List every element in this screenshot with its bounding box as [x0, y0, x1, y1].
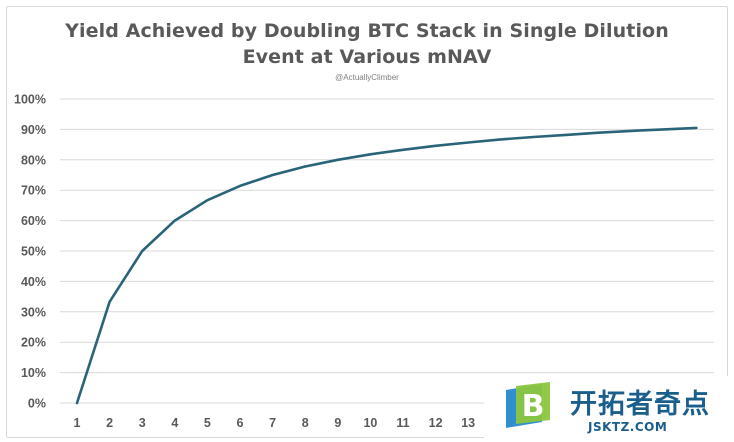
chart-card: [6, 6, 728, 438]
chart-subtitle: @ActuallyClimber: [335, 73, 399, 82]
gridlines: [60, 98, 714, 404]
y-tick-label: 80%: [21, 153, 46, 167]
x-tick-label: 9: [334, 416, 341, 430]
x-tick-label: 1: [74, 416, 81, 430]
y-axis-ticks: 0% 10% 20% 30% 40% 50% 60% 70% 80% 90% 100%: [14, 93, 46, 411]
b-logo-icon: B: [506, 382, 550, 428]
y-tick-label: 30%: [21, 305, 46, 319]
logo-letter: B: [522, 389, 545, 424]
x-tick-label: 4: [171, 416, 178, 430]
x-tick-label: 3: [139, 416, 146, 430]
watermark-logo: B 开拓者奇点 JSKTZ.COM: [484, 376, 734, 442]
y-tick-label: 50%: [21, 245, 46, 259]
series-group: [75, 126, 698, 405]
watermark-url: JSKTZ.COM: [588, 420, 668, 434]
chart-title-line1: Yield Achieved by Doubling BTC Stack in …: [65, 20, 669, 42]
x-tick-label: 6: [237, 416, 244, 430]
x-tick-label: 11: [396, 416, 409, 430]
x-tick-label: 12: [429, 416, 443, 430]
x-tick-label: 5: [204, 416, 211, 430]
x-tick-label: 7: [269, 416, 276, 430]
y-tick-label: 40%: [21, 275, 46, 289]
y-tick-label: 0%: [28, 397, 46, 411]
y-tick-label: 60%: [21, 214, 46, 228]
x-tick-label: 10: [363, 416, 377, 430]
y-tick-label: 10%: [21, 366, 46, 380]
x-tick-label: 8: [302, 416, 309, 430]
watermark-text: 开拓者奇点: [570, 389, 710, 420]
y-tick-label: 70%: [21, 184, 46, 198]
series-line: [75, 126, 698, 405]
chart-title-line2: Event at Various mNAV: [242, 46, 492, 68]
x-tick-label: 13: [461, 416, 475, 430]
x-tick-label: 2: [106, 416, 113, 430]
y-tick-label: 20%: [21, 336, 46, 350]
y-tick-label: 90%: [21, 123, 46, 137]
y-tick-label: 100%: [14, 93, 46, 107]
